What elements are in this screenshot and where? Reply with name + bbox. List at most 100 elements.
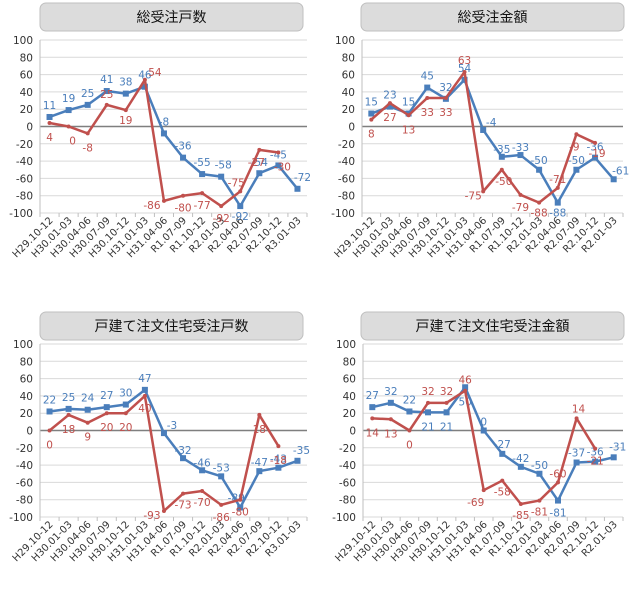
data-point (592, 154, 599, 161)
data-label: 46 (458, 375, 472, 387)
data-label: 18 (62, 424, 75, 436)
data-point (161, 508, 166, 513)
data-label: -50 (568, 155, 585, 167)
y-tick-label: 40 (20, 87, 33, 99)
data-label: -60 (549, 468, 566, 480)
data-label: 0 (46, 440, 53, 452)
data-point (406, 113, 411, 118)
data-point (573, 459, 580, 466)
chart-svg-1: 総受注戸数100806040200-20-40-60-80-100H29.10-… (9, 2, 311, 260)
y-tick-label: 20 (20, 104, 33, 116)
data-point (555, 497, 561, 504)
data-point (46, 408, 53, 415)
y-tick-label: 100 (13, 35, 33, 47)
data-point (218, 173, 225, 180)
data-label: -37 (568, 448, 585, 460)
data-label: 19 (119, 115, 132, 127)
data-label: -33 (512, 142, 529, 154)
data-label: -77 (194, 200, 211, 212)
data-label: -88 (549, 208, 566, 220)
data-point (518, 192, 523, 197)
data-label: 24 (81, 393, 95, 405)
data-point (610, 176, 617, 183)
data-label: -53 (213, 462, 230, 474)
data-point (388, 417, 393, 422)
y-tick-label: -60 (16, 477, 33, 489)
y-tick-label: -60 (16, 173, 33, 185)
data-point (104, 411, 109, 416)
data-label: -27 (248, 157, 265, 169)
data-point (103, 88, 110, 95)
data-point (443, 95, 448, 100)
data-label: -88 (531, 208, 548, 220)
data-label: -75 (228, 177, 245, 189)
y-tick-label: 100 (335, 35, 355, 47)
data-point (276, 444, 281, 449)
data-point (592, 458, 599, 465)
data-point (517, 463, 524, 470)
data-label: 21 (440, 421, 453, 433)
data-label: -71 (549, 174, 566, 186)
data-point (237, 504, 244, 511)
y-tick-label: -100 (332, 512, 356, 524)
chart-panel-2: 総受注金額 100 80 60 40 20 0 -20 -40 -60 -80 -100 H29.10-… (321, 0, 642, 292)
chart-svg-2: 総受注金額100806040200-20-40-60-80-100H29.10-… (331, 2, 629, 260)
y-tick-label: -40 (339, 460, 356, 472)
y-tick-label: -100 (331, 208, 355, 220)
data-label: -81 (549, 508, 566, 520)
data-point (536, 166, 543, 173)
data-point (425, 95, 430, 100)
data-point (275, 464, 282, 471)
chart-title-box (360, 2, 625, 32)
data-point (65, 107, 72, 114)
y-tick-label: -60 (338, 173, 355, 185)
y-tick-label: 80 (343, 356, 356, 368)
data-point (481, 189, 486, 194)
data-point (103, 404, 110, 411)
data-point (199, 171, 206, 178)
chart-title-box (360, 311, 625, 341)
y-tick-label: 20 (343, 408, 356, 420)
y-tick-label: 60 (20, 70, 33, 82)
data-label: 25 (81, 88, 94, 100)
data-point (256, 170, 263, 177)
data-point (219, 204, 224, 209)
data-label: 47 (138, 373, 151, 385)
data-label: 33 (421, 107, 434, 119)
data-point (104, 102, 109, 107)
data-point (443, 409, 450, 416)
data-point (537, 200, 542, 205)
data-label: 18 (253, 424, 266, 436)
data-label: -70 (194, 497, 211, 509)
data-label: -35 (293, 445, 310, 457)
y-tick-label: -80 (16, 191, 33, 203)
data-point (554, 199, 561, 206)
data-point (256, 468, 263, 475)
data-point (500, 478, 505, 483)
y-tick-label: 0 (348, 122, 355, 134)
data-label: 13 (402, 124, 415, 136)
data-point (257, 412, 262, 417)
data-label: -3 (167, 420, 177, 432)
y-tick-label: 60 (342, 70, 355, 82)
data-label: 54 (458, 63, 472, 75)
data-point (160, 430, 167, 437)
y-tick-label: 100 (13, 339, 33, 351)
data-label: -58 (215, 160, 232, 172)
data-point (369, 117, 374, 122)
data-point (610, 454, 617, 461)
data-label: 25 (100, 89, 113, 101)
data-point (257, 147, 262, 152)
data-label: 40 (138, 403, 151, 415)
data-label: 19 (62, 93, 75, 105)
data-label: -86 (143, 200, 160, 212)
data-point (463, 388, 468, 393)
data-point (160, 130, 167, 137)
data-label: -92 (213, 213, 230, 225)
data-point (65, 405, 72, 412)
data-point (218, 473, 225, 480)
y-tick-label: -60 (339, 477, 356, 489)
data-label: 38 (119, 77, 132, 89)
data-point (480, 126, 487, 133)
data-point (180, 455, 187, 462)
